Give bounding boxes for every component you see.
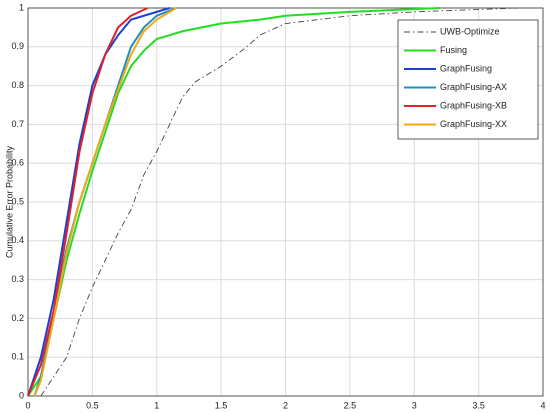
x-tick-label: 1.5 — [215, 400, 228, 410]
x-tick-label: 4 — [540, 400, 545, 410]
x-tick-label: 0.5 — [86, 400, 99, 410]
x-tick-label: 3.5 — [472, 400, 485, 410]
y-axis-label: Cumulative Error Probability — [4, 145, 14, 258]
legend-label: UWB-Optimize — [440, 26, 500, 36]
plot-frame — [27, 7, 544, 397]
x-tick-label: 2 — [283, 400, 288, 410]
x-tick-label: 0 — [25, 400, 30, 410]
legend-label: Fusing — [440, 45, 467, 55]
legend-box — [397, 19, 539, 140]
y-tick-label: 0.2 — [11, 313, 24, 323]
y-tick-label: 0.8 — [11, 80, 24, 90]
y-tick-label: 0.1 — [11, 352, 24, 362]
legend-label: GraphFusing — [440, 63, 492, 73]
x-tick-label: 2.5 — [344, 400, 357, 410]
y-tick-label: 0.6 — [11, 158, 24, 168]
y-tick-label: 0.5 — [11, 196, 24, 206]
y-tick-label: 0.7 — [11, 119, 24, 129]
series-line — [40, 7, 518, 397]
y-tick-label: 0.9 — [11, 41, 24, 51]
x-tick-label: 1 — [154, 400, 159, 410]
series-line — [27, 7, 149, 397]
y-tick-label: 0.4 — [11, 235, 24, 245]
y-tick-label: 0.3 — [11, 274, 24, 284]
series-line — [33, 7, 177, 397]
series-line — [27, 7, 170, 397]
x-tick-label: 3 — [412, 400, 417, 410]
legend-label: GraphFusing-XX — [440, 119, 507, 129]
y-tick-label: 0 — [19, 390, 24, 400]
legend-label: GraphFusing-AX — [440, 82, 507, 92]
legend-label: GraphFusing-XB — [440, 100, 507, 110]
y-tick-label: 1 — [19, 2, 24, 12]
